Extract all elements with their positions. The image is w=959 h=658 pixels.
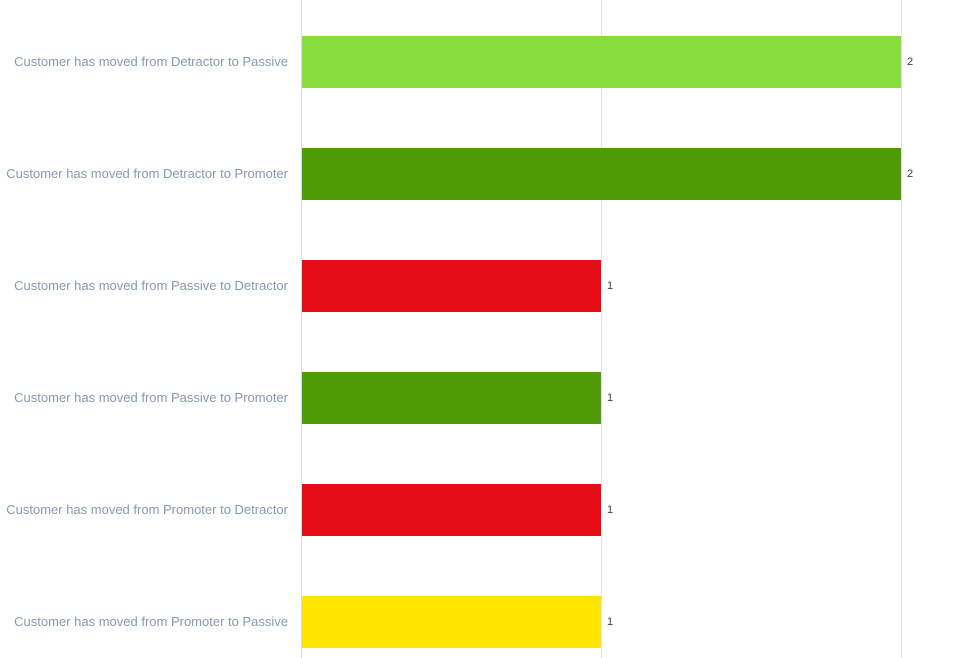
bar-6[interactable]	[302, 596, 601, 648]
x-gridline-2	[901, 0, 902, 658]
category-label: Customer has moved from Detractor to Pro…	[6, 166, 288, 182]
bar-1[interactable]	[302, 36, 901, 88]
category-label: Customer has moved from Promoter to Pass…	[14, 614, 288, 630]
bar-5[interactable]	[302, 484, 601, 536]
value-label: 1	[607, 280, 614, 292]
category-label: Customer has moved from Detractor to Pas…	[14, 54, 288, 70]
value-label: 1	[607, 504, 614, 516]
chart-row: Customer has moved from Promoter to Detr…	[0, 454, 959, 566]
category-label: Customer has moved from Passive to Detra…	[14, 278, 288, 294]
bar-3[interactable]	[302, 260, 601, 312]
value-label: 2	[907, 168, 914, 180]
category-label: Customer has moved from Promoter to Detr…	[6, 502, 288, 518]
value-label: 1	[607, 616, 614, 628]
category-label: Customer has moved from Passive to Promo…	[14, 390, 288, 406]
bar-2[interactable]	[302, 148, 901, 200]
value-label: 1	[607, 392, 614, 404]
bar-4[interactable]	[302, 372, 601, 424]
chart-row: Customer has moved from Promoter to Pass…	[0, 566, 959, 658]
chart-row: Customer has moved from Passive to Detra…	[0, 230, 959, 342]
chart-row: Customer has moved from Detractor to Pas…	[0, 6, 959, 118]
chart-row: Customer has moved from Passive to Promo…	[0, 342, 959, 454]
value-label: 2	[907, 56, 914, 68]
x-gridline-1	[601, 0, 602, 658]
chart-row: Customer has moved from Detractor to Pro…	[0, 118, 959, 230]
x-gridline-0	[301, 0, 302, 658]
